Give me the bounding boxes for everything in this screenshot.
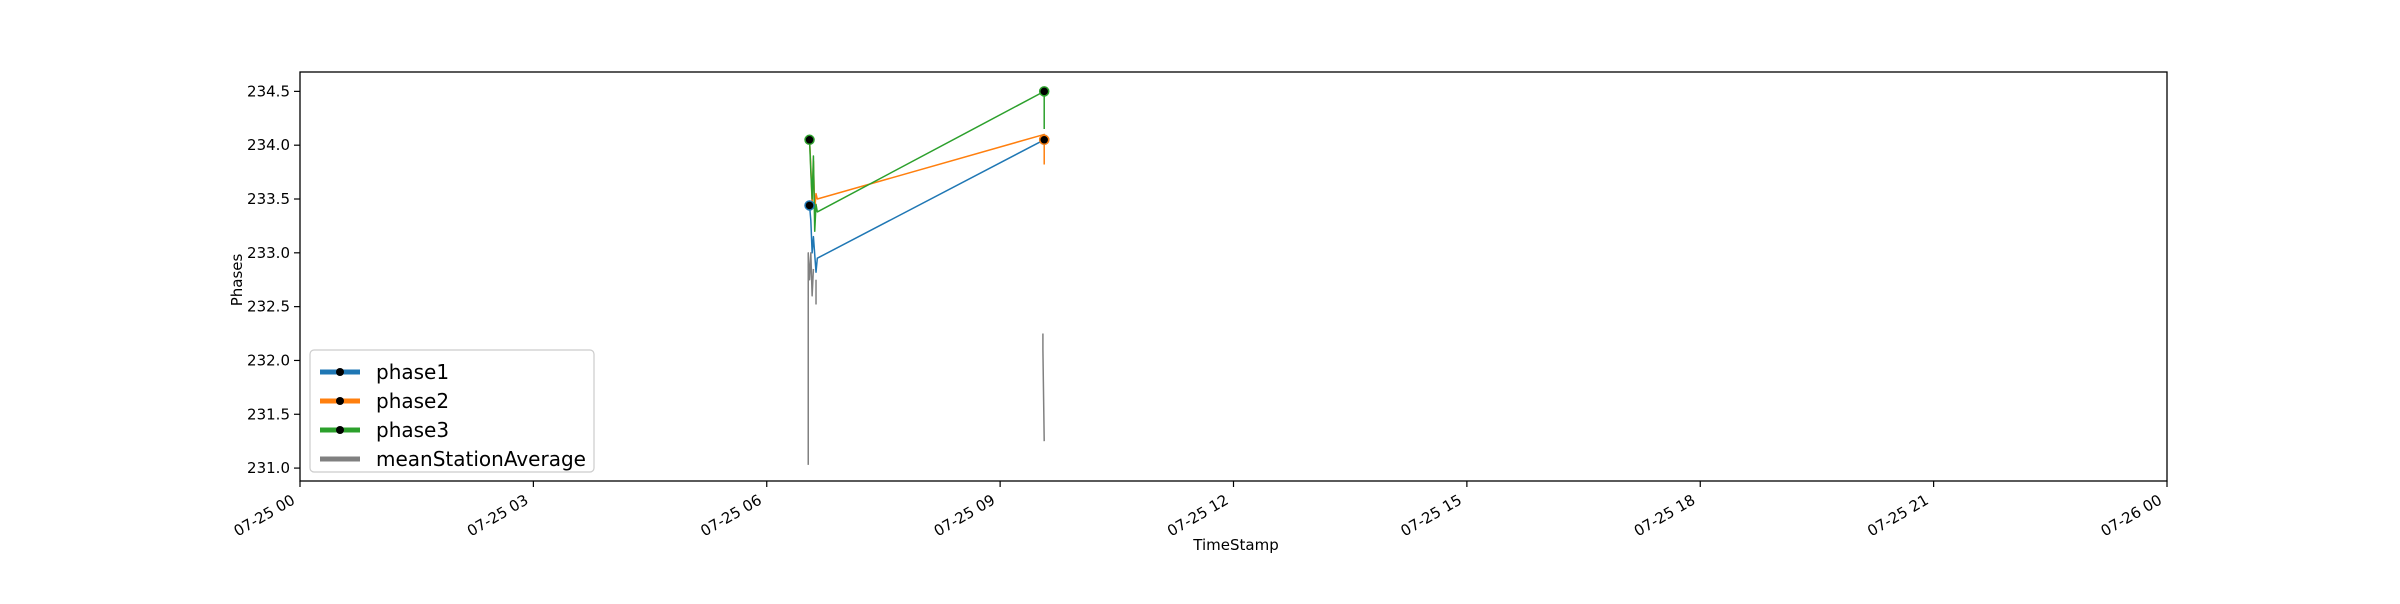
y-tick-label: 234.0 [247,136,290,154]
series-line-meanStationAverage-1 [807,252,815,465]
x-tick-label: 07-25 21 [1864,491,1931,540]
y-tick-label: 231.5 [247,405,290,423]
legend-marker-phase3 [336,426,344,434]
y-tick-label: 232.5 [247,298,290,316]
series-line-meanStationAverage-3 [1042,333,1045,442]
legend: phase1 phase2 phase3 meanStationAverage [309,349,595,473]
series-line-phase1 [808,139,1045,273]
series-line-phase3 [808,90,1045,233]
y-axis-label: Phases [228,254,246,307]
legend-marker-phase1 [336,368,344,376]
x-tick-label: 07-25 09 [931,491,998,540]
x-tick-label: 07-25 12 [1164,491,1231,540]
legend-box [309,349,595,473]
x-tick-label: 07-26 00 [2098,491,2165,540]
x-tick-label: 07-25 06 [697,491,764,540]
series-group [807,90,1045,465]
data-point-phase1-1 [804,200,815,211]
y-tick-label: 231.0 [247,459,290,477]
y-tick-label: 234.5 [247,82,290,100]
data-point-phase3-1 [804,134,815,146]
x-tick-label: 07-25 00 [231,491,298,540]
x-axis-label: TimeStamp [1192,536,1278,554]
marker-group [804,86,1050,211]
x-tick-label: 07-25 18 [1631,491,1698,540]
data-point-phase2-1 [1038,134,1050,146]
x-tick-label: 07-25 03 [464,491,531,540]
legend-marker-phase2 [336,397,344,405]
data-point-phase3-2 [1038,86,1050,97]
series-line-phase2 [808,133,1045,211]
y-tick-label: 233.0 [247,244,290,262]
legend-label-phase2: phase2 [376,389,449,413]
legend-label-phase3: phase3 [376,418,449,442]
x-tick-label: 07-25 15 [1397,491,1464,540]
legend-label-phase1: phase1 [376,360,449,384]
y-tick-label: 233.5 [247,190,290,208]
legend-label-meanStationAverage: meanStationAverage [376,447,586,471]
y-tick-label: 232.0 [247,351,290,369]
